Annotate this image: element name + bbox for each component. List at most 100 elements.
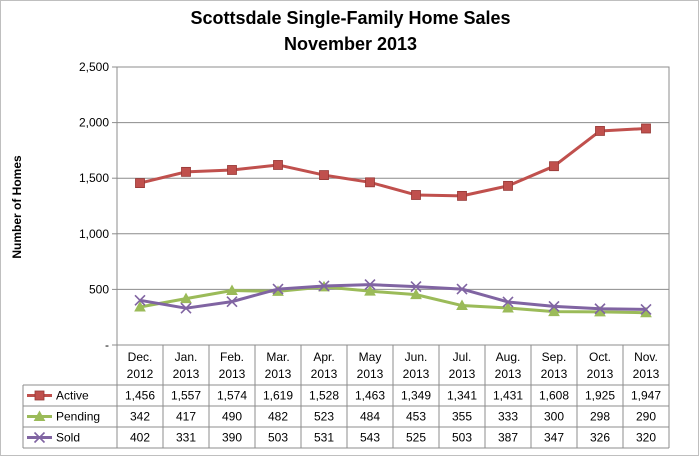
- x-category-year-label: 2013: [265, 367, 292, 381]
- x-category-year-label: 2013: [311, 367, 338, 381]
- x-category-label: Dec.: [128, 350, 153, 364]
- x-category-year-label: 2013: [357, 367, 384, 381]
- x-category-label: Aug.: [496, 350, 521, 364]
- x-category-label: Mar.: [266, 350, 289, 364]
- chart-title-line-1: Scottsdale Single-Family Home Sales: [190, 8, 511, 28]
- data-point-sold: [640, 303, 652, 315]
- data-point-sold: [134, 294, 146, 306]
- table-value-active: 1,608: [539, 389, 569, 403]
- x-category-year-label: 2013: [219, 367, 246, 381]
- data-point-sold: [272, 283, 284, 295]
- table-value-sold: 503: [268, 431, 288, 445]
- data-point-pending: [456, 299, 468, 311]
- table-value-pending: 453: [406, 410, 426, 424]
- table-value-sold: 347: [544, 431, 564, 445]
- table-value-pending: 298: [590, 410, 610, 424]
- table-value-pending: 342: [130, 410, 150, 424]
- table-value-sold: 320: [636, 431, 656, 445]
- table-value-active: 1,925: [585, 389, 615, 403]
- table-value-sold: 531: [314, 431, 334, 445]
- data-point-active: [595, 126, 605, 136]
- table-value-sold: 387: [498, 431, 518, 445]
- legend-marker-active: [34, 390, 45, 401]
- data-point-sold: [456, 283, 468, 295]
- table-value-active: 1,557: [171, 389, 201, 403]
- x-category-label: Nov.: [634, 350, 658, 364]
- data-point-active: [641, 123, 651, 134]
- x-category-year-label: 2013: [449, 367, 476, 381]
- table-value-active: 1,574: [217, 389, 247, 403]
- data-point-pending: [226, 284, 238, 296]
- data-point-active: [411, 190, 421, 200]
- table-value-pending: 290: [636, 410, 656, 424]
- table-value-active: 1,349: [401, 389, 431, 403]
- table-value-pending: 484: [360, 410, 380, 424]
- table-value-pending: 523: [314, 410, 334, 424]
- data-point-sold: [548, 300, 560, 312]
- data-point-active: [319, 170, 329, 180]
- data-point-active: [227, 165, 237, 175]
- data-point-sold: [180, 302, 192, 314]
- data-point-active: [135, 178, 145, 188]
- data-point-active: [549, 161, 559, 172]
- data-point-pending: [134, 300, 146, 312]
- x-category-label: Jul.: [453, 350, 472, 364]
- table-value-active: 1,431: [493, 389, 523, 403]
- data-point-pending: [410, 288, 422, 300]
- x-category-year-label: 2013: [403, 367, 430, 381]
- series-line-sold: [139, 283, 647, 311]
- table-value-sold: 525: [406, 431, 426, 445]
- y-tick-label: 2,500: [79, 60, 109, 74]
- plot-area: [116, 66, 670, 346]
- table-value-pending: 333: [498, 410, 518, 424]
- table-value-pending: 490: [222, 410, 242, 424]
- x-category-year-label: 2013: [541, 367, 568, 381]
- x-category-year-label: 2013: [587, 367, 614, 381]
- legend-marker-pending: [33, 410, 46, 421]
- data-point-pending: [548, 305, 560, 317]
- series-line-active: [139, 126, 647, 198]
- data-point-active: [365, 177, 375, 188]
- x-category-label: Oct.: [589, 350, 611, 364]
- data-point-active: [273, 160, 283, 170]
- x-category-year-label: 2013: [495, 367, 522, 381]
- y-tick-label: 1,500: [79, 171, 109, 185]
- legend-label-sold: Sold: [56, 431, 80, 445]
- data-point-pending: [502, 301, 514, 313]
- table-value-pending: 300: [544, 410, 564, 424]
- y-tick-label: 2,000: [79, 116, 109, 130]
- data-point-pending: [364, 285, 376, 296]
- table-value-pending: 482: [268, 410, 288, 424]
- table-value-active: 1,456: [125, 389, 155, 403]
- table-value-sold: 503: [452, 431, 472, 445]
- legend-marker-sold: [33, 431, 46, 444]
- x-category-year-label: 2013: [633, 367, 660, 381]
- data-point-pending: [180, 292, 192, 304]
- table-value-active: 1,463: [355, 389, 385, 403]
- table-value-sold: 390: [222, 431, 242, 445]
- data-point-sold: [594, 303, 606, 315]
- data-point-sold: [226, 296, 238, 308]
- x-category-label: Jan.: [175, 350, 198, 364]
- x-category-label: Sep.: [542, 350, 567, 364]
- x-category-year-label: 2013: [173, 367, 200, 381]
- data-point-sold: [502, 296, 514, 308]
- x-category-year-label: 2012: [127, 367, 154, 381]
- legend-label-pending: Pending: [56, 410, 100, 424]
- table-value-active: 1,341: [447, 389, 477, 403]
- table-value-pending: 417: [176, 410, 196, 424]
- legend-label-active: Active: [56, 389, 89, 403]
- data-point-sold: [410, 281, 422, 293]
- table-value-active: 1,528: [309, 389, 339, 403]
- series-line-pending: [139, 285, 647, 315]
- table-value-pending: 355: [452, 410, 472, 424]
- table-value-sold: 326: [590, 431, 610, 445]
- x-category-label: Jun.: [405, 350, 428, 364]
- data-point-active: [457, 190, 467, 201]
- data-point-active: [503, 180, 513, 191]
- data-point-active: [181, 166, 191, 177]
- x-category-label: Apr.: [313, 350, 334, 364]
- y-tick-label: 1,000: [79, 227, 109, 241]
- table-value-sold: 402: [130, 431, 150, 445]
